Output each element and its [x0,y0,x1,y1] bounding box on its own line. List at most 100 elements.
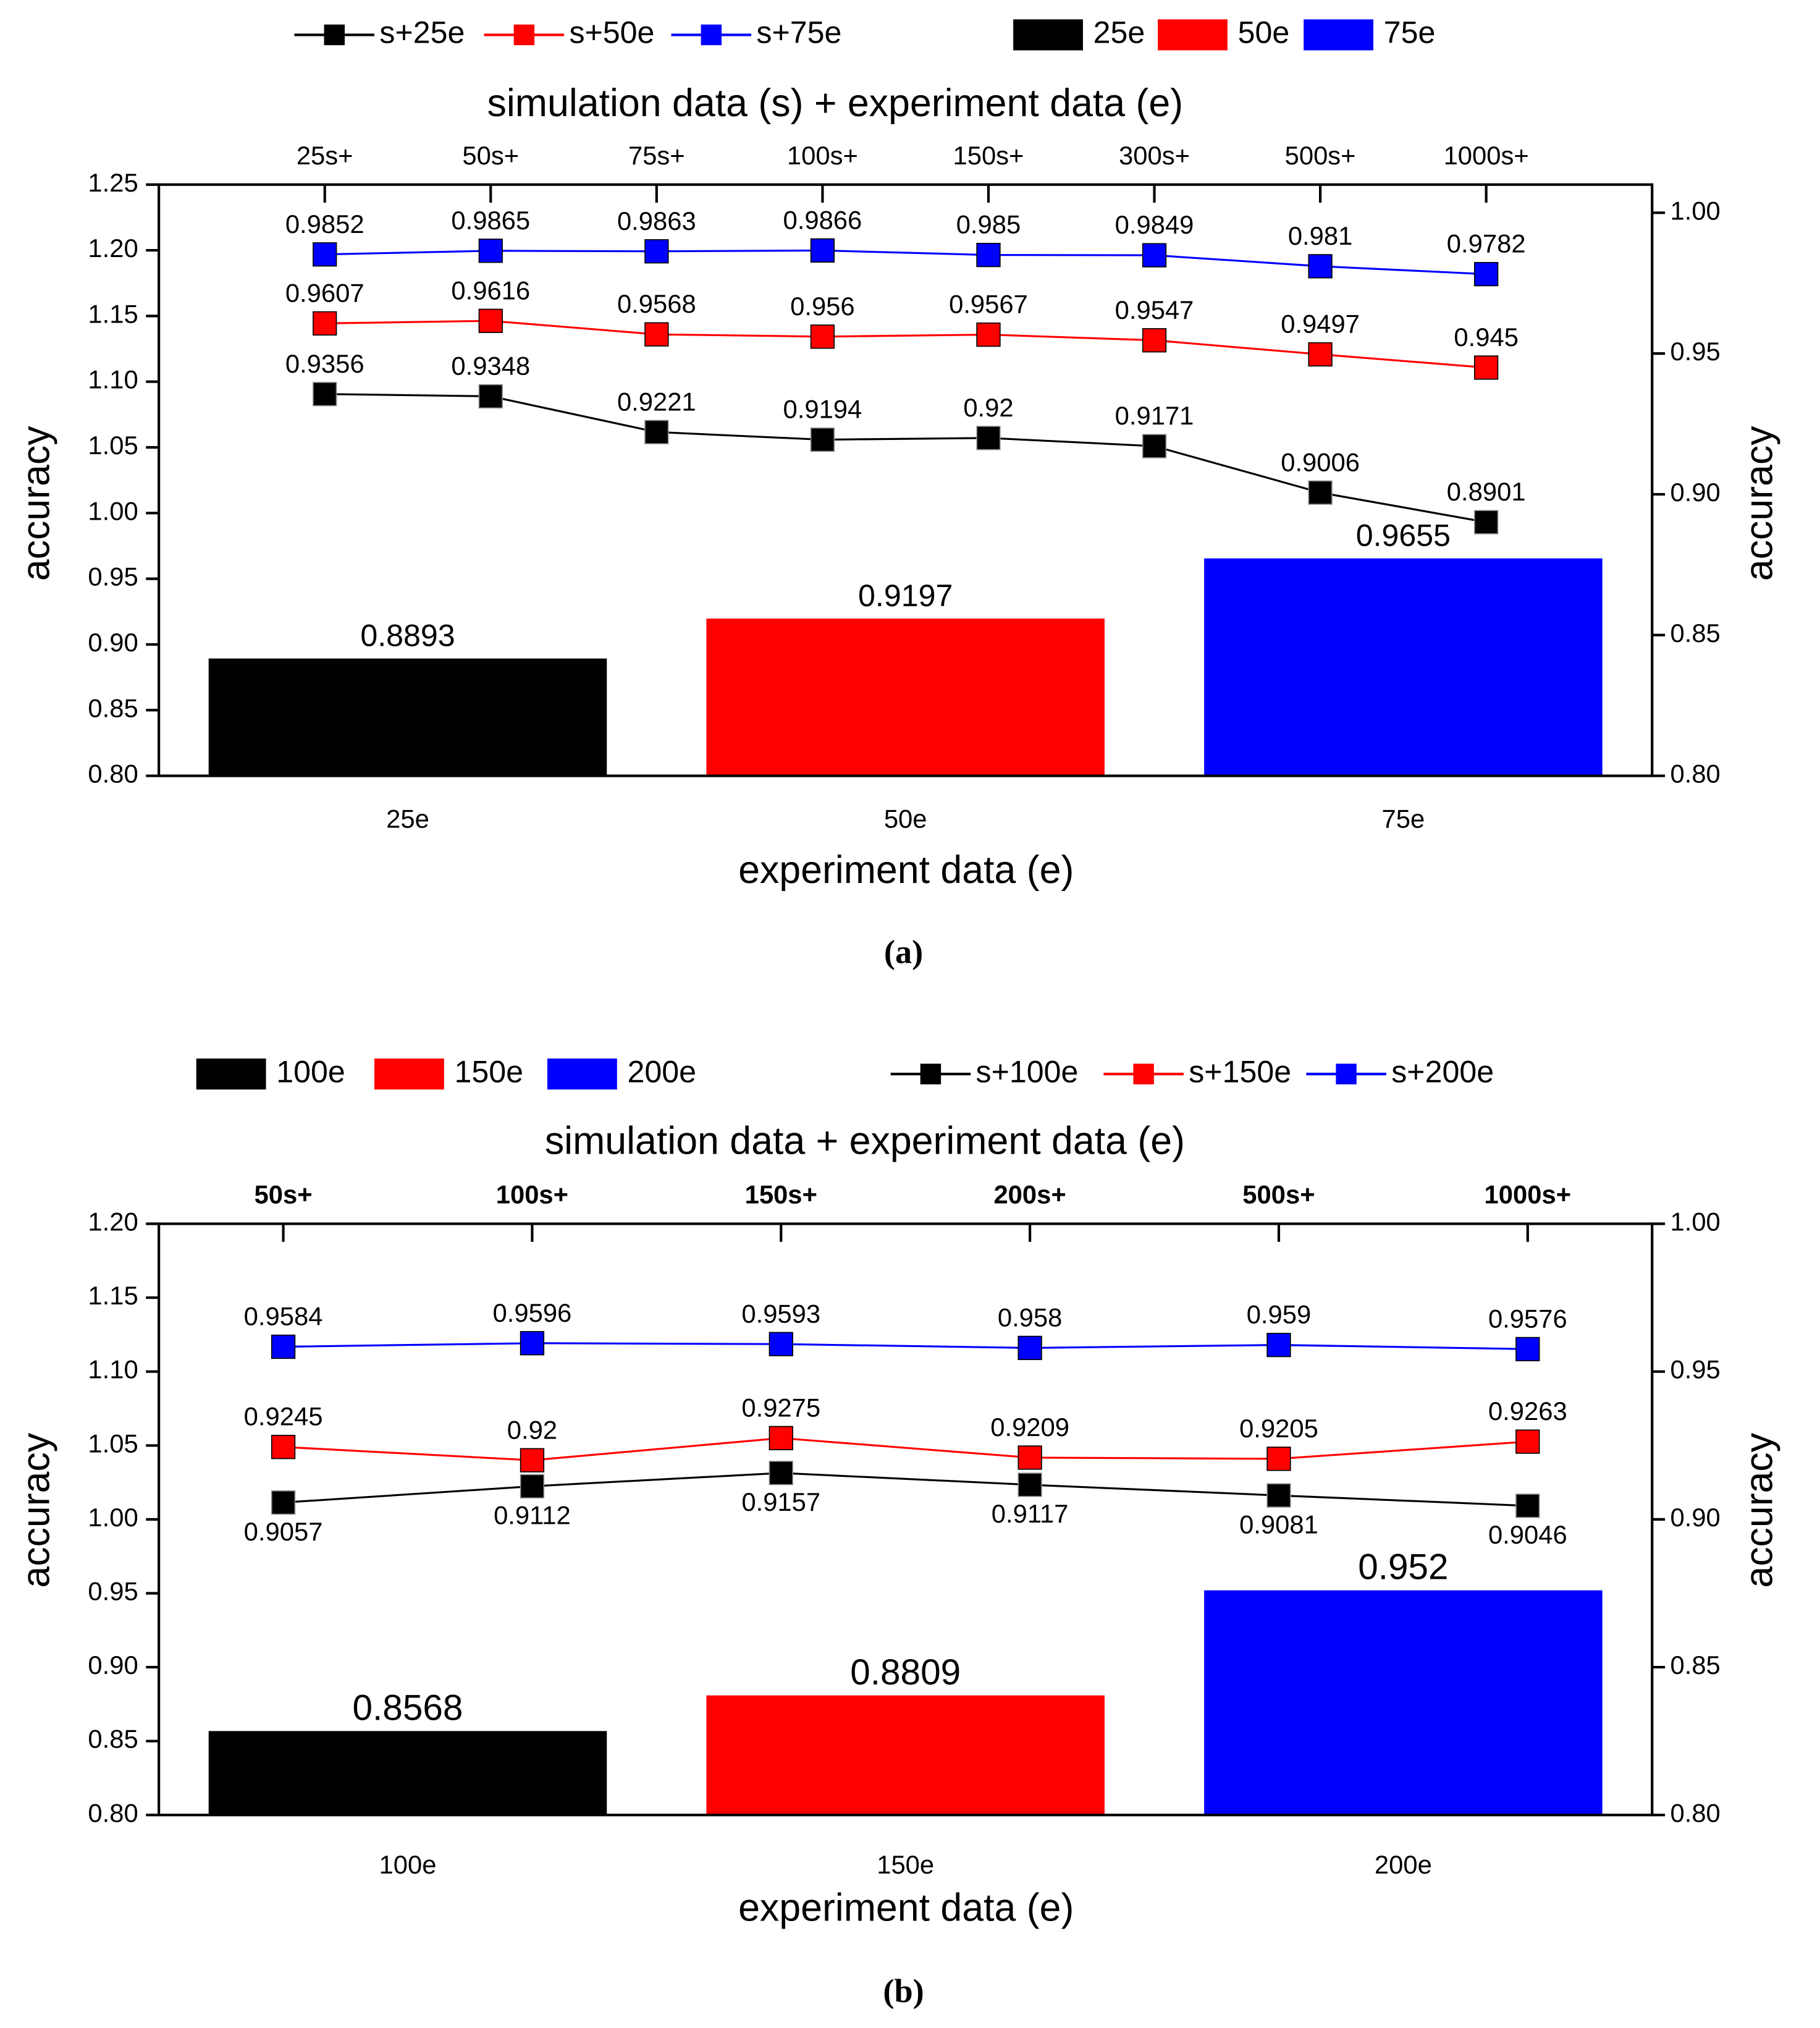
point-value-label: 0.9547 [1115,295,1194,324]
point-value-label: 0.9863 [617,206,696,235]
point-value-label: 0.9865 [451,206,530,235]
point-value-label: 0.9348 [451,351,530,380]
point-value-label: 0.958 [998,1303,1063,1332]
point-marker [478,308,503,333]
chart-title: simulation data + experiment data (e) [545,1120,1185,1163]
point-value-label: 0.945 [1454,323,1519,352]
top-tick-label: 50s+ [255,1180,313,1209]
point-marker [313,382,337,407]
point-marker [271,1435,296,1460]
point-marker [1308,480,1333,505]
legend-label: s+75e [756,15,841,50]
y-tick-label: 1.00 [88,1503,138,1532]
y-tick-label: 1.05 [88,431,138,460]
y-axis-title: accuracy [14,1432,57,1587]
legend-marker [1336,1063,1357,1084]
top-tick-label: 75s+ [628,141,685,170]
point-marker [1308,342,1333,367]
top-tick-label: 50s+ [462,141,519,170]
point-marker [313,242,337,267]
legend-label: 150e [455,1054,524,1089]
bar [1204,558,1603,776]
point-value-label: 0.9616 [451,276,530,305]
top-tick-label: 500s+ [1285,141,1356,170]
x-axis-title: experiment data (e) [738,848,1074,892]
point-value-label: 0.9046 [1488,1520,1567,1549]
top-tick-label: 25s+ [297,141,353,170]
point-value-label: 0.9568 [617,289,696,318]
bar [706,1695,1105,1815]
series-line [283,1342,1528,1350]
top-tick-label: 100s+ [787,141,858,170]
point-value-label: 0.9221 [617,387,696,416]
point-value-label: 0.9584 [244,1302,323,1331]
y2-tick-label: 1.00 [1670,1207,1720,1236]
point-marker [810,238,835,263]
y-tick-label: 0.85 [88,693,138,722]
series-line [283,1437,1528,1461]
top-tick-label: 300s+ [1119,141,1190,170]
point-value-label: 0.92 [507,1415,557,1444]
y2-axis-title: accuracy [1737,426,1780,581]
legend-label: s+150e [1189,1054,1291,1089]
x-tick-label: 50e [884,805,927,834]
point-marker [810,324,835,349]
point-value-label: 0.9205 [1239,1414,1318,1443]
point-marker [644,322,669,347]
point-value-label: 0.9209 [990,1413,1069,1442]
y-tick-label: 1.25 [88,168,138,197]
y-tick-label: 1.00 [88,496,138,525]
point-value-label: 0.92 [963,393,1013,422]
x-tick-label: 75e [1382,805,1425,834]
top-tick-label: 1000s+ [1444,141,1529,170]
point-marker [520,1474,545,1498]
y-tick-label: 0.90 [88,628,138,657]
y-tick-label: 1.15 [88,1281,138,1310]
point-marker [769,1461,793,1485]
bar-value-label: 0.9655 [1356,518,1451,552]
point-marker [271,1334,296,1359]
bar-value-label: 0.8809 [850,1652,961,1692]
legend-label: 50e [1238,15,1290,50]
point-value-label: 0.9567 [949,290,1028,319]
point-value-label: 0.9852 [285,209,364,239]
point-value-label: 0.9275 [741,1393,820,1422]
bar [706,619,1105,776]
bar-value-label: 0.952 [1358,1547,1448,1587]
point-value-label: 0.956 [790,292,855,321]
series-line [324,393,1486,523]
legend-label: s+200e [1391,1054,1494,1089]
bar-value-label: 0.8568 [353,1688,463,1728]
point-marker [1474,510,1499,534]
y2-tick-label: 0.80 [1670,1798,1720,1827]
point-value-label: 0.9576 [1488,1304,1567,1333]
legend-swatch [196,1058,266,1090]
point-value-label: 0.9112 [494,1500,571,1529]
point-marker [1017,1472,1042,1497]
legend-label: 75e [1384,15,1436,50]
legend-marker [701,24,722,46]
bar-value-label: 0.8893 [360,619,455,653]
series-line [283,1472,1528,1507]
point-value-label: 0.9263 [1488,1396,1567,1426]
point-marker [976,426,1001,450]
top-tick-label: 150s+ [745,1180,817,1209]
legend-swatch [547,1058,617,1090]
point-value-label: 0.9849 [1115,210,1194,239]
top-tick-label: 200s+ [993,1180,1066,1209]
point-value-label: 0.9006 [1281,447,1360,476]
y-tick-label: 1.10 [88,365,138,394]
y2-axis-title: accuracy [1737,1432,1780,1587]
point-marker [1515,1429,1540,1454]
point-marker [1266,1447,1291,1471]
y-tick-label: 1.15 [88,299,138,328]
legend-label: s+100e [976,1054,1079,1089]
point-marker [1266,1332,1291,1358]
point-value-label: 0.985 [956,210,1021,239]
bar-value-label: 0.9197 [858,578,953,613]
point-marker [1142,434,1167,458]
point-value-label: 0.9245 [244,1402,323,1431]
x-tick-label: 200e [1375,1850,1432,1879]
point-value-label: 0.9081 [1239,1510,1318,1539]
